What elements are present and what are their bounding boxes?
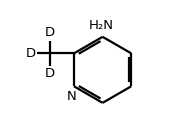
Text: N: N	[67, 90, 76, 103]
Text: D: D	[44, 67, 55, 80]
Text: D: D	[44, 26, 55, 39]
Text: D: D	[25, 47, 36, 60]
Text: H₂N: H₂N	[89, 19, 114, 32]
